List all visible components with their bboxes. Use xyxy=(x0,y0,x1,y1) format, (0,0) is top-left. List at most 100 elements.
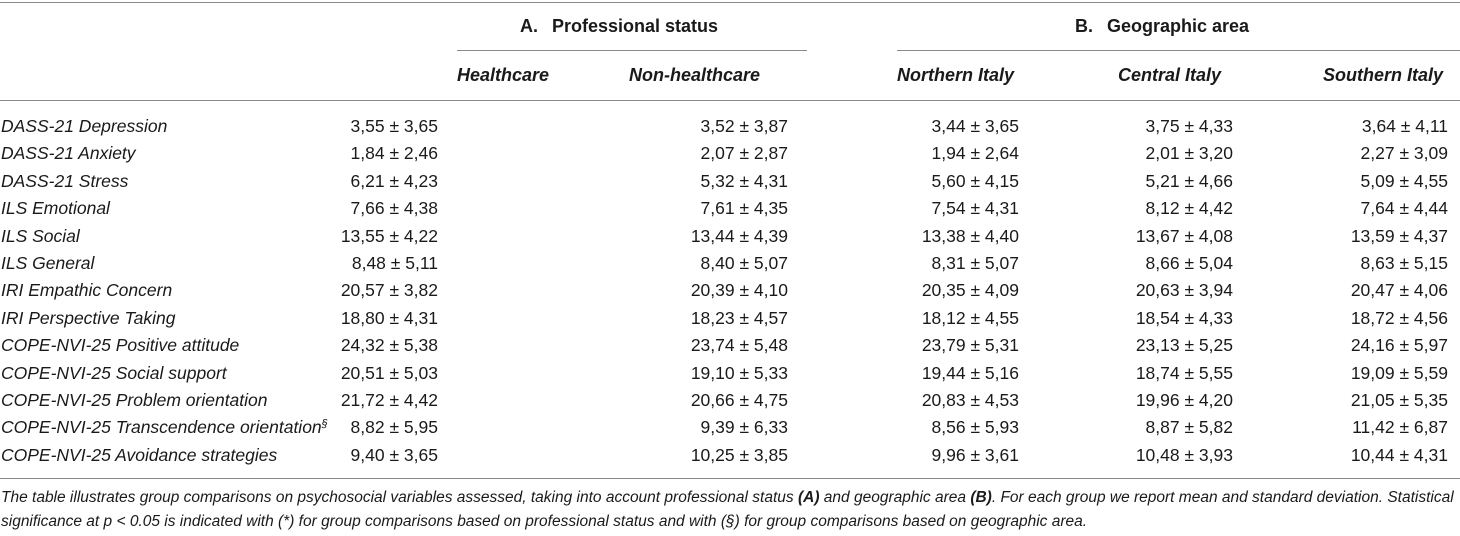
table-cell: 7,61 ± 4,35 xyxy=(700,198,788,219)
footnote-text-3: . For each group we report mean and stan… xyxy=(1,489,1454,530)
group-letter-a: A. xyxy=(520,16,538,36)
table-cell: 2,27 ± 3,09 xyxy=(1360,143,1448,164)
group-letter-b: B. xyxy=(1075,16,1093,36)
row-label: DASS-21 Anxiety xyxy=(1,140,136,167)
row-label: COPE-NVI-25 Avoidance strategies xyxy=(1,442,277,469)
table-cell: 8,56 ± 5,93 xyxy=(931,417,1019,438)
table-cell: 9,39 ± 6,33 xyxy=(700,417,788,438)
column-header-southern-italy: Southern Italy xyxy=(1323,65,1444,85)
row-label-text: DASS-21 Stress xyxy=(1,170,129,191)
table-cell: 19,10 ± 5,33 xyxy=(690,362,788,383)
table-cell: 24,16 ± 5,97 xyxy=(1350,335,1448,356)
row-label-text: COPE-NVI-25 Positive attitude xyxy=(1,335,240,356)
row-label-text: DASS-21 Depression xyxy=(1,116,168,136)
row-label-text: IRI Perspective Taking xyxy=(1,307,176,328)
row-label: ILS Social xyxy=(1,223,80,250)
row-label: COPE-NVI-25 Transcendence orientation§ xyxy=(1,414,328,441)
footnote-text-2: and geographic area xyxy=(819,489,971,506)
row-label: IRI Perspective Taking xyxy=(1,305,175,332)
table-cell: 2,07 ± 2,87 xyxy=(700,143,788,164)
table-cell: 18,23 ± 4,57 xyxy=(690,307,788,328)
bottom-rule xyxy=(0,478,1460,479)
row-label: ILS General xyxy=(1,250,94,277)
table-cell: 19,44 ± 5,16 xyxy=(921,362,1019,383)
table-row: DASS-21 Stress 6,21 ± 4,23 5,32 ± 4,31 5,60… xyxy=(0,168,1460,195)
table-cell: 10,44 ± 4,31 xyxy=(1350,444,1448,465)
table-cell: 20,39 ± 4,10 xyxy=(690,280,788,301)
table-cell: 24,32 ± 5,38 xyxy=(340,335,438,356)
table-cell: 13,44 ± 4,39 xyxy=(690,225,788,246)
table-cell: 20,63 ± 3,94 xyxy=(1135,280,1233,301)
footnote-text-1: The table illustrates group comparisons … xyxy=(1,489,798,506)
table-cell: 13,67 ± 4,08 xyxy=(1135,225,1233,246)
table-cell: 9,40 ± 3,65 xyxy=(350,444,438,465)
group-rule-b xyxy=(897,50,1460,51)
group-header-professional-status: A. Professional status xyxy=(520,16,718,37)
group-title-b: Geographic area xyxy=(1107,16,1250,36)
table-row: COPE-NVI-25 Social support 20,51 ± 5,03 19… xyxy=(0,360,1460,387)
table-cell: 3,52 ± 3,87 xyxy=(700,116,788,136)
row-label: COPE-NVI-25 Problem orientation xyxy=(1,387,268,414)
table-cell: 10,25 ± 3,85 xyxy=(690,444,788,465)
table-cell: 19,09 ± 5,59 xyxy=(1350,362,1448,383)
table-cell: 8,82 ± 5,95 xyxy=(350,417,438,438)
table-cell: 5,21 ± 4,66 xyxy=(1145,170,1233,191)
row-label: IRI Empathic Concern xyxy=(1,277,172,304)
table-row: ILS Social 13,55 ± 4,22 13,44 ± 4,39 13,38 … xyxy=(0,223,1460,250)
column-header-central-italy: Central Italy xyxy=(1118,65,1222,85)
table-cell: 8,66 ± 5,04 xyxy=(1145,252,1233,273)
table-cell: 3,75 ± 4,33 xyxy=(1145,116,1233,136)
table-cell: 9,96 ± 3,61 xyxy=(931,444,1019,465)
top-rule xyxy=(0,2,1460,3)
row-label-text: ILS General xyxy=(1,252,95,273)
table-cell: 5,60 ± 4,15 xyxy=(931,170,1019,191)
table-cell: 20,57 ± 3,82 xyxy=(340,280,438,301)
table-cell: 13,55 ± 4,22 xyxy=(340,225,438,246)
table-footnote: The table illustrates group comparisons … xyxy=(1,486,1456,534)
group-rule-a xyxy=(457,50,807,51)
table-cell: 18,12 ± 4,55 xyxy=(921,307,1019,328)
table-row: COPE-NVI-25 Avoidance strategies 9,40 ± 3… xyxy=(0,442,1460,469)
table-cell: 8,87 ± 5,82 xyxy=(1145,417,1233,438)
significance-marker: § xyxy=(321,418,328,431)
table-cell: 6,21 ± 4,23 xyxy=(350,170,438,191)
footnote-bold-a: (A) xyxy=(797,489,820,506)
row-label-text: DASS-21 Anxiety xyxy=(1,143,136,164)
group-header-geographic-area: B. Geographic area xyxy=(1075,16,1249,37)
table-cell: 3,44 ± 3,65 xyxy=(931,116,1019,136)
table-cell: 1,94 ± 2,64 xyxy=(931,143,1019,164)
row-label-text: IRI Empathic Concern xyxy=(1,280,173,301)
table-cell: 20,83 ± 4,53 xyxy=(921,389,1019,410)
table-row: COPE-NVI-25 Transcendence orientation§ 8,… xyxy=(0,414,1460,441)
table-cell: 20,51 ± 5,03 xyxy=(340,362,438,383)
row-label-text: COPE-NVI-25 Social support xyxy=(1,362,227,383)
table-cell: 21,72 ± 4,42 xyxy=(340,389,438,410)
table-cell: 3,64 ± 4,11 xyxy=(1361,116,1448,136)
table-row: COPE-NVI-25 Positive attitude 24,32 ± 5,3… xyxy=(0,332,1460,359)
row-label: DASS-21 Stress xyxy=(1,168,128,195)
group-title-a: Professional status xyxy=(552,16,719,36)
table-cell: 23,74 ± 5,48 xyxy=(690,335,788,356)
table-cell: 23,79 ± 5,31 xyxy=(921,335,1019,356)
table-cell: 1,84 ± 2,46 xyxy=(350,143,438,164)
table-cell: 5,09 ± 4,55 xyxy=(1360,170,1448,191)
table-cell: 13,38 ± 4,40 xyxy=(921,225,1019,246)
table-row: ILS General 8,48 ± 5,11 8,40 ± 5,07 8,31 ± … xyxy=(0,250,1460,277)
table-cell: 10,48 ± 3,93 xyxy=(1135,444,1233,465)
table-cell: 8,40 ± 5,07 xyxy=(700,252,788,273)
table-cell: 2,01 ± 3,20 xyxy=(1145,143,1233,164)
row-label-text: ILS Emotional xyxy=(1,198,110,219)
table-row: DASS-21 Depression 3,55 ± 3,65 3,52 ± 3,87… xyxy=(0,113,1460,140)
table-cell: 19,96 ± 4,20 xyxy=(1135,389,1233,410)
table-cell: 8,12 ± 4,42 xyxy=(1145,198,1233,219)
table-cell: 7,54 ± 4,31 xyxy=(931,198,1019,219)
table-cell: 7,66 ± 4,38 xyxy=(350,198,438,219)
row-label-text: COPE-NVI-25 Problem orientation xyxy=(1,389,268,410)
table-cell: 23,13 ± 5,25 xyxy=(1135,335,1233,356)
table-cell: 20,47 ± 4,06 xyxy=(1350,280,1448,301)
table-cell: 18,72 ± 4,56 xyxy=(1350,307,1448,328)
table-cell: 18,54 ± 4,33 xyxy=(1135,307,1233,328)
table-cell: 13,59 ± 4,37 xyxy=(1350,225,1448,246)
header-rule xyxy=(0,100,1460,101)
table-row: DASS-21 Anxiety 1,84 ± 2,46 2,07 ± 2,87 1,9… xyxy=(0,140,1460,167)
